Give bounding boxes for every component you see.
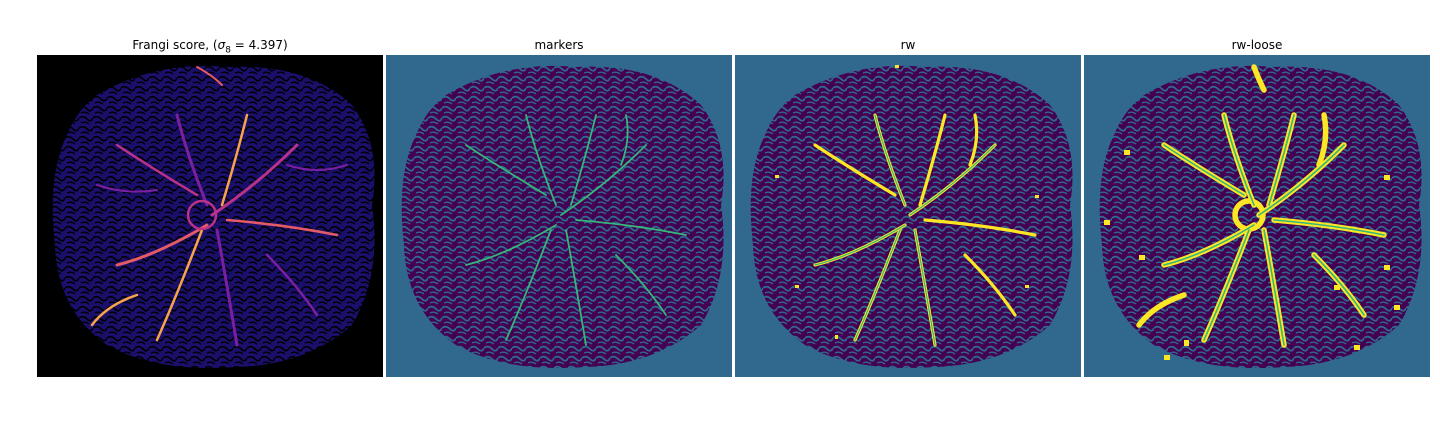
frangi-score-image [37,55,383,377]
tissue-blob [401,65,724,369]
frangi-score-canvas [37,55,383,377]
rw-loose-canvas [1084,55,1430,377]
rw-image [735,55,1081,377]
markers-canvas [386,55,732,377]
tissue-blob [750,65,1073,369]
rw-loose-image [1084,55,1430,377]
rw-panel-title: rw [900,38,916,52]
rw-loose-panel-title: rw-loose [1231,38,1283,52]
tissue-blob [52,65,375,369]
rw-canvas [735,55,1081,377]
markers-image [386,55,732,377]
markers-panel-title: markers [534,38,584,52]
frangi-panel-title: Frangi score, (σ8 = 4.397) [132,38,288,56]
